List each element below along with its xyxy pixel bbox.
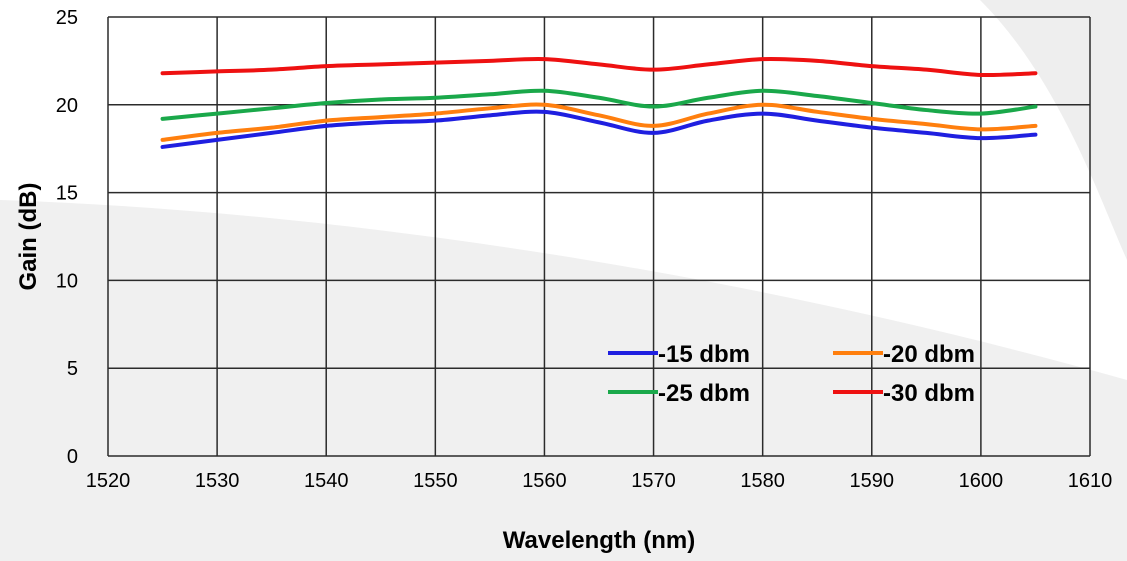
legend-label: -25 dbm xyxy=(658,380,750,407)
y-tick-label: 5 xyxy=(67,358,78,380)
series-lines xyxy=(160,57,1038,149)
legend-label: -30 dbm xyxy=(883,380,975,407)
legend-label: -20 dbm xyxy=(883,341,975,368)
y-tick-labels: 0 5 10 15 20 25 xyxy=(56,7,78,468)
series-line-2 xyxy=(160,102,1038,142)
legend: -15 dbm -20 dbm -25 dbm -30 dbm xyxy=(608,341,975,407)
y-tick-label: 10 xyxy=(56,270,78,292)
y-tick-label: 20 xyxy=(56,95,78,117)
y-tick-label: 15 xyxy=(56,183,78,205)
x-tick-label: 1580 xyxy=(740,470,785,492)
x-tick-label: 1600 xyxy=(959,470,1004,492)
y-tick-label: 0 xyxy=(67,446,78,468)
x-tick-label: 1590 xyxy=(850,470,895,492)
x-tick-label: 1610 xyxy=(1068,470,1113,492)
y-tick-label: 25 xyxy=(56,7,78,29)
series-line-4 xyxy=(160,57,1038,78)
x-tick-label: 1540 xyxy=(304,470,349,492)
x-tick-label: 1520 xyxy=(86,470,131,492)
x-axis-title: Wavelength (nm) xyxy=(503,527,695,554)
legend-label: -15 dbm xyxy=(658,341,750,368)
y-axis-title: Gain (dB) xyxy=(15,183,42,291)
x-tick-labels: 1520 1530 1540 1550 1560 1570 1580 1590 1600 1610 xyxy=(86,470,1113,492)
series-line-3 xyxy=(160,88,1038,121)
x-tick-label: 1530 xyxy=(195,470,240,492)
x-tick-label: 1560 xyxy=(522,470,567,492)
x-tick-label: 1570 xyxy=(631,470,676,492)
background-swoosh xyxy=(0,200,1127,561)
grid-lines xyxy=(107,16,1091,457)
series-line-1 xyxy=(160,109,1038,149)
x-tick-label: 1550 xyxy=(413,470,458,492)
